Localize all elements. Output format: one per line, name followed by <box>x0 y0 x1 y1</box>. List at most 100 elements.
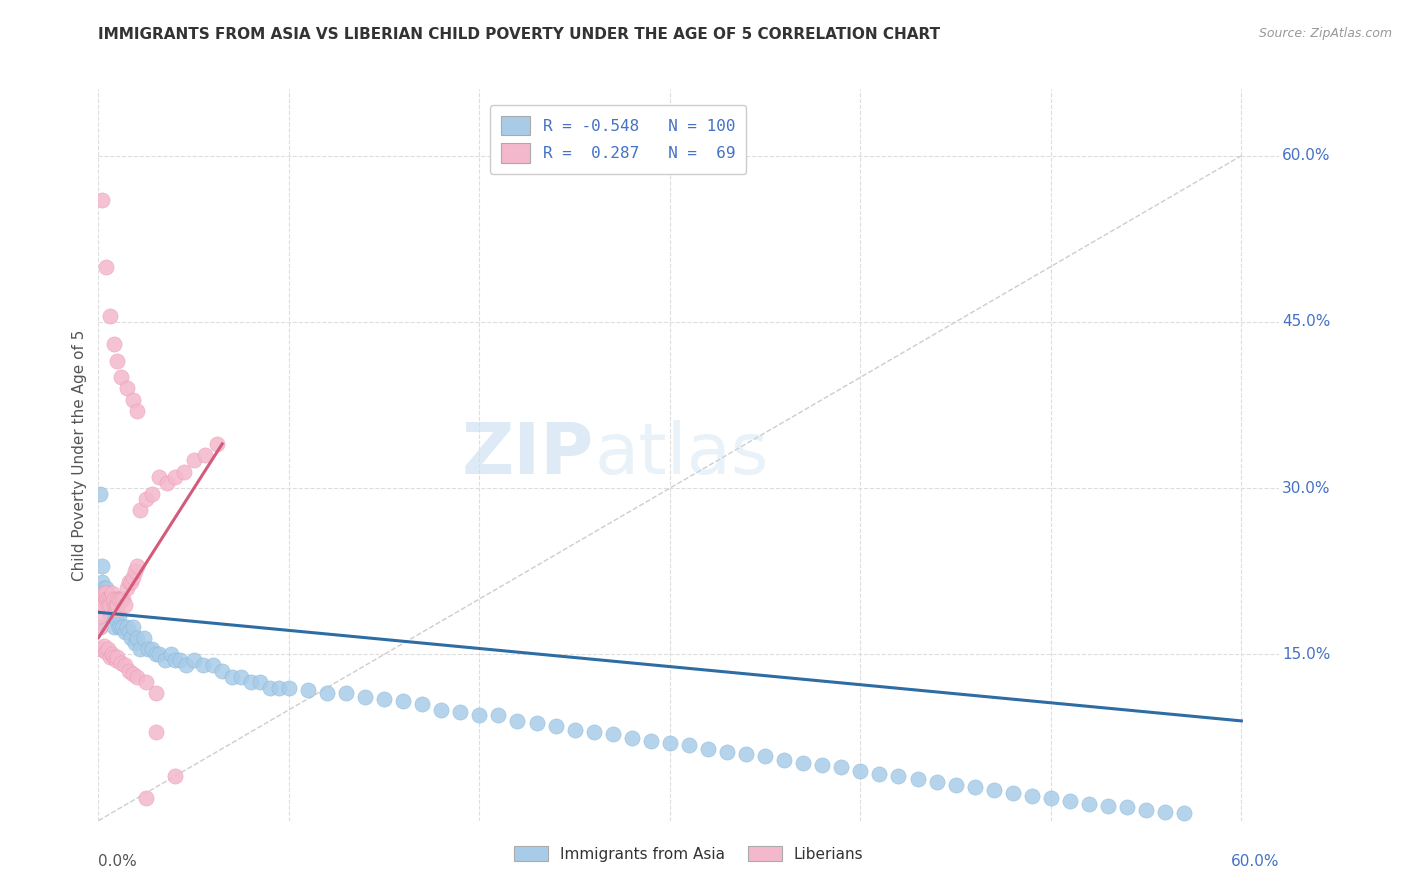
Point <box>94 598 117 612</box>
Text: 45.0%: 45.0% <box>1282 315 1330 329</box>
Point <box>488 708 510 723</box>
Point <box>411 698 433 712</box>
Point <box>148 648 170 662</box>
Point <box>174 658 197 673</box>
Point <box>124 564 146 578</box>
Point <box>1116 800 1139 814</box>
Text: 15.0%: 15.0% <box>1282 647 1330 662</box>
Point <box>114 625 136 640</box>
Point <box>97 598 120 612</box>
Point <box>112 592 135 607</box>
Text: 60.0%: 60.0% <box>1232 854 1279 869</box>
Point <box>754 749 776 764</box>
Point <box>297 682 319 697</box>
Legend: Immigrants from Asia, Liberians: Immigrants from Asia, Liberians <box>508 839 870 868</box>
Point <box>830 760 852 774</box>
Point <box>110 620 132 634</box>
Point <box>148 470 170 484</box>
Point <box>201 658 224 673</box>
Point <box>449 705 471 719</box>
Point <box>792 756 814 770</box>
Text: 0.0%: 0.0% <box>98 854 138 869</box>
Y-axis label: Child Poverty Under the Age of 5: Child Poverty Under the Age of 5 <box>72 329 87 581</box>
Point <box>110 370 132 384</box>
Point <box>887 769 910 783</box>
Point <box>125 669 148 683</box>
Point <box>620 731 643 745</box>
Point <box>98 598 121 612</box>
Point <box>112 620 135 634</box>
Point <box>249 675 271 690</box>
Point <box>103 592 125 607</box>
Point <box>506 714 529 728</box>
Point <box>1154 805 1177 819</box>
Point <box>159 648 181 662</box>
Point <box>98 608 121 623</box>
Point <box>430 703 453 717</box>
Point <box>231 669 253 683</box>
Point <box>259 681 281 695</box>
Point <box>194 448 217 462</box>
Point <box>107 598 129 612</box>
Point <box>103 620 125 634</box>
Point <box>1021 789 1043 804</box>
Point <box>93 592 115 607</box>
Point <box>945 778 967 792</box>
Point <box>582 725 605 739</box>
Point <box>1001 786 1024 800</box>
Point <box>141 641 163 656</box>
Point <box>129 641 152 656</box>
Point <box>544 719 567 733</box>
Point <box>108 592 131 607</box>
Text: Source: ZipAtlas.com: Source: ZipAtlas.com <box>1258 27 1392 40</box>
Point <box>91 598 114 612</box>
Point <box>1078 797 1101 811</box>
Point <box>277 681 299 695</box>
Point <box>153 653 176 667</box>
Point <box>98 592 121 607</box>
Point <box>526 716 548 731</box>
Point <box>678 739 700 753</box>
Point <box>100 592 122 607</box>
Point <box>716 745 738 759</box>
Point <box>145 686 167 700</box>
Point <box>120 631 142 645</box>
Point <box>104 608 127 623</box>
Point <box>183 453 205 467</box>
Point <box>103 592 125 607</box>
Point <box>121 392 143 407</box>
Point <box>93 581 115 595</box>
Point <box>103 598 125 612</box>
Point <box>94 581 117 595</box>
Point <box>129 503 152 517</box>
Point <box>89 608 111 623</box>
Point <box>354 690 377 704</box>
Text: atlas: atlas <box>595 420 769 490</box>
Point <box>135 791 157 805</box>
Point <box>193 658 215 673</box>
Point <box>110 657 132 671</box>
Point <box>103 649 125 664</box>
Point <box>145 648 167 662</box>
Point <box>169 653 191 667</box>
Point <box>564 723 586 737</box>
Point <box>91 558 114 573</box>
Point <box>100 648 122 662</box>
Point <box>1097 799 1119 814</box>
Point <box>163 470 186 484</box>
Point <box>91 592 114 607</box>
Point <box>98 310 121 324</box>
Point <box>107 598 129 612</box>
Point <box>239 675 262 690</box>
Point <box>93 586 115 600</box>
Point <box>136 641 159 656</box>
Point <box>94 645 117 659</box>
Point <box>89 641 111 656</box>
Point <box>173 465 195 479</box>
Point <box>135 675 157 690</box>
Point <box>118 625 141 640</box>
Point <box>983 782 1005 797</box>
Point <box>125 403 148 417</box>
Point <box>97 598 120 612</box>
Point <box>107 614 129 628</box>
